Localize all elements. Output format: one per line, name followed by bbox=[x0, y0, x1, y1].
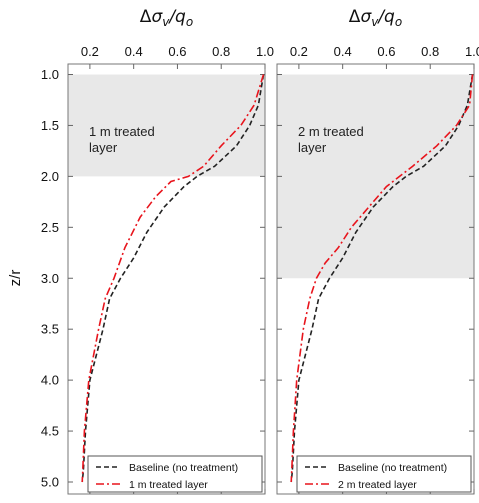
x-axis-title: Δσv/qo bbox=[349, 7, 402, 29]
x-tick-label: 0.2 bbox=[290, 44, 308, 59]
panel-frame bbox=[67, 63, 266, 495]
legend-label: Baseline (no treatment) bbox=[129, 462, 238, 474]
panel-1: 0.2 0.4 0.6 0.8 1.0 1.0 1.5 2.0 2.5 3.0 3.5 4.0 4.5 5… bbox=[41, 7, 274, 495]
y-tick-label: 4.5 bbox=[41, 424, 59, 439]
series-group bbox=[290, 74, 474, 483]
y-tick-label: 1.0 bbox=[41, 67, 59, 82]
panel-frame bbox=[276, 63, 475, 495]
treated-layer-annotation: 2 m treated bbox=[298, 124, 364, 139]
x-axis-title: Δσv/qo bbox=[140, 7, 193, 29]
x-tick-label: 0.6 bbox=[377, 44, 395, 59]
x-tick-label: 0.8 bbox=[421, 44, 439, 59]
x-tick-label: 0.2 bbox=[81, 44, 99, 59]
x-tick-label: 0.8 bbox=[212, 44, 230, 59]
y-tick-label: 2.0 bbox=[41, 169, 59, 184]
legend-box bbox=[296, 455, 472, 493]
treated-series-line bbox=[290, 74, 474, 483]
x-tick-label: 1.0 bbox=[256, 44, 274, 59]
baseline-series-line bbox=[290, 74, 474, 483]
series-group bbox=[81, 74, 265, 483]
y-tick-label: 3.0 bbox=[41, 271, 59, 286]
treated-layer-band bbox=[277, 74, 474, 279]
y-tick-label: 4.0 bbox=[41, 373, 59, 388]
x-tick-label: 1.0 bbox=[465, 44, 479, 59]
y-tick-label: 5.0 bbox=[41, 475, 59, 490]
treated-series-line bbox=[81, 74, 265, 483]
treated-layer-annotation: layer bbox=[298, 140, 327, 155]
baseline-series-line bbox=[81, 74, 265, 483]
legend-box bbox=[87, 455, 263, 493]
x-tick-label: 0.6 bbox=[168, 44, 186, 59]
legend-label: 1 m treated layer bbox=[129, 479, 208, 491]
treated-layer-annotation: layer bbox=[89, 140, 118, 155]
x-tick-label: 0.4 bbox=[125, 44, 143, 59]
y-tick-label: 3.5 bbox=[41, 322, 59, 337]
treated-layer-annotation: 1 m treated bbox=[89, 124, 155, 139]
y-axis-title: z/r bbox=[7, 270, 24, 287]
y-tick-label: 2.5 bbox=[41, 220, 59, 235]
treated-layer-band bbox=[68, 74, 265, 177]
legend-label: Baseline (no treatment) bbox=[338, 462, 447, 474]
legend-label: 2 m treated layer bbox=[338, 479, 417, 491]
x-tick-label: 0.4 bbox=[334, 44, 352, 59]
y-tick-label: 1.5 bbox=[41, 118, 59, 133]
